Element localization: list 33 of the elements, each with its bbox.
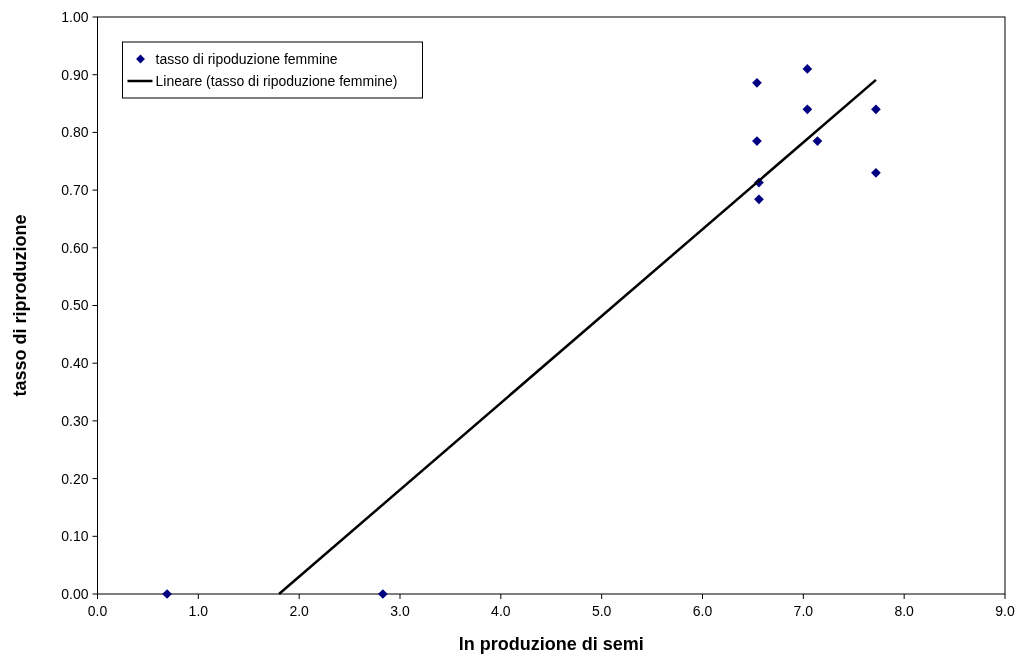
point xyxy=(871,167,881,178)
y-tick-label: 0.70 xyxy=(61,182,89,198)
x-axis-title: ln produzione di semi xyxy=(458,634,644,654)
x-tick-label: 0.0 xyxy=(87,603,108,619)
y-tick-label: 0.20 xyxy=(61,470,89,487)
y-tick-label: 0.40 xyxy=(61,355,89,372)
y-tick-label: 0.60 xyxy=(61,239,89,256)
legend-label: Lineare (tasso di ripoduzione femmine) xyxy=(155,72,398,89)
y-tick-label: 0.50 xyxy=(61,297,89,314)
y-tick-label: 0.80 xyxy=(61,124,89,141)
y-tick-label: 0.10 xyxy=(61,528,89,545)
y-tick-label: 0.90 xyxy=(61,66,89,83)
x-tick-label: 8.0 xyxy=(894,603,915,619)
x-tick-label: 4.0 xyxy=(491,603,511,619)
x-tick-label: 7.0 xyxy=(793,603,814,619)
x-tick-label: 2.0 xyxy=(289,603,310,619)
x-tick-label: 6.0 xyxy=(692,603,713,619)
x-tick-label: 5.0 xyxy=(591,603,612,619)
point xyxy=(378,589,388,599)
x-tick-label: 1.0 xyxy=(188,603,209,619)
y-tick-label: 0.00 xyxy=(61,585,89,602)
x-tick-label: 9.0 xyxy=(995,603,1015,619)
point xyxy=(802,104,813,115)
point xyxy=(802,64,813,74)
y-axis-title: tasso di riproduzione xyxy=(10,214,30,397)
point xyxy=(812,136,823,146)
y-tick-label: 0.30 xyxy=(61,412,89,429)
point xyxy=(752,77,762,88)
legend-label: tasso di ripoduzione femmine xyxy=(155,50,338,67)
point xyxy=(754,194,764,205)
x-tick-label: 3.0 xyxy=(390,603,410,619)
y-tick-label: 1.00 xyxy=(61,8,89,25)
point xyxy=(871,104,881,115)
